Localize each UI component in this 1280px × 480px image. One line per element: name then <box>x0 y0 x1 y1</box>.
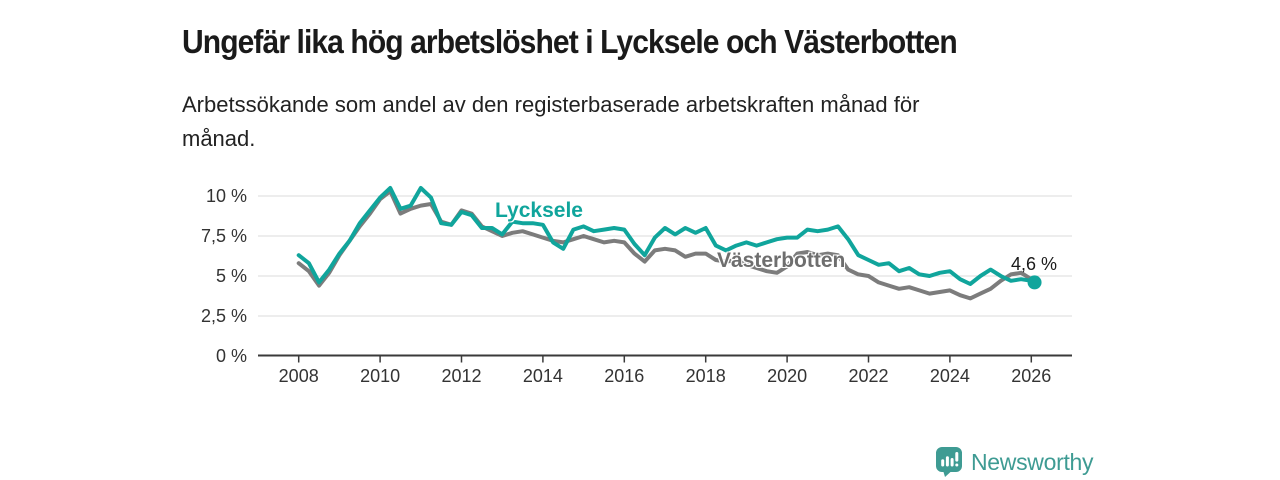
svg-text:2026: 2026 <box>1011 366 1051 386</box>
page-title: Ungefär lika hög arbetslöshet i Lycksele… <box>182 23 958 61</box>
latest-value-dot <box>1027 275 1042 290</box>
page-subtitle-line-1: Arbetssökande som andel av den registerb… <box>182 92 920 117</box>
newsworthy-logo: Newsworthy <box>936 446 1094 478</box>
svg-text:7,5 %: 7,5 % <box>201 226 247 246</box>
svg-text:2012: 2012 <box>441 366 481 386</box>
svg-text:2020: 2020 <box>767 366 807 386</box>
svg-text:2,5 %: 2,5 % <box>201 306 247 326</box>
svg-text:2014: 2014 <box>523 366 563 386</box>
svg-text:0 %: 0 % <box>216 346 247 366</box>
svg-text:2024: 2024 <box>930 366 970 386</box>
page-subtitle-line-2: månad. <box>182 126 256 151</box>
svg-text:10 %: 10 % <box>206 186 247 206</box>
series-label-vasterbotten: Västerbotten <box>717 249 846 272</box>
svg-text:5 %: 5 % <box>216 266 247 286</box>
svg-text:2008: 2008 <box>279 366 319 386</box>
svg-text:2016: 2016 <box>604 366 644 386</box>
svg-text:2022: 2022 <box>848 366 888 386</box>
svg-text:2010: 2010 <box>360 366 400 386</box>
newsworthy-brand-name: Newsworthy <box>971 448 1094 475</box>
series-line-lycksele <box>296 186 1037 286</box>
svg-text:2018: 2018 <box>686 366 726 386</box>
series-label-lycksele: Lycksele <box>495 199 583 222</box>
newsworthy-bar-chart-icon <box>936 447 962 477</box>
page-subtitle: Arbetssökande som andel av den registerb… <box>182 88 919 156</box>
end-value-label: 4,6 % <box>1011 254 1058 274</box>
series-line-västerbotten <box>296 189 1034 301</box>
